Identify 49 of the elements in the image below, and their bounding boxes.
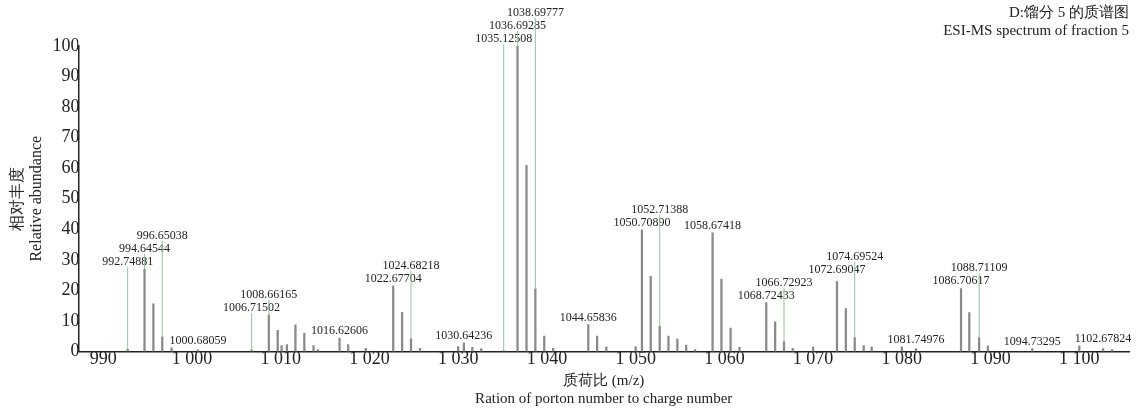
annotation: 1081.74976 bbox=[887, 331, 945, 346]
bar bbox=[711, 232, 714, 352]
chart-subtitle: ESI-MS spectrum of fraction 5 bbox=[943, 21, 1129, 38]
bar bbox=[516, 46, 519, 352]
annotation: 1022.67704 bbox=[364, 270, 422, 285]
bar bbox=[534, 288, 537, 352]
annotation: 1050.70890 bbox=[613, 214, 671, 229]
bar bbox=[525, 165, 528, 352]
annotation: 1072.69047 bbox=[808, 261, 866, 276]
annotation: 1035.12508 bbox=[475, 31, 533, 45]
annotation: 1058.67418 bbox=[684, 217, 742, 232]
annotation: 1008.66165 bbox=[240, 287, 298, 302]
annotation: 1000.68059 bbox=[169, 332, 227, 347]
bar bbox=[294, 324, 297, 352]
bar bbox=[471, 347, 474, 352]
annotation: 1066.72923 bbox=[755, 274, 813, 289]
annotation: 992.74881 bbox=[102, 254, 154, 269]
annotation: 996.65038 bbox=[136, 228, 188, 243]
bar bbox=[338, 337, 341, 352]
chart-title: D:馏分 5 的质谱图 bbox=[1009, 3, 1129, 20]
annotation: 1094.73295 bbox=[1003, 333, 1061, 348]
y-tick-label: 100 bbox=[52, 34, 80, 55]
annotation: 1088.71109 bbox=[950, 260, 1008, 275]
annotation: 1024.68218 bbox=[382, 257, 440, 272]
annotation: 1016.62606 bbox=[311, 322, 369, 337]
bar bbox=[667, 335, 670, 352]
annotation: 1102.67824 bbox=[1074, 330, 1132, 345]
annotation: 1030.64236 bbox=[435, 327, 493, 342]
bar bbox=[729, 327, 732, 352]
y-axis-title: 相对丰度 Relative abundance bbox=[7, 135, 44, 262]
annotation: 1074.69524 bbox=[826, 248, 884, 263]
bar bbox=[170, 347, 173, 352]
bar bbox=[605, 346, 608, 352]
annotation: 1044.65836 bbox=[559, 309, 617, 324]
bar bbox=[870, 346, 873, 352]
annotation: 1068.72433 bbox=[737, 287, 795, 302]
annotation: 1038.69777 bbox=[506, 5, 564, 19]
bar bbox=[720, 278, 723, 352]
bar bbox=[738, 347, 741, 352]
bar bbox=[312, 345, 315, 352]
bar bbox=[152, 303, 155, 352]
bar bbox=[143, 268, 146, 352]
annotation: 1036.69285 bbox=[489, 18, 547, 32]
annotation: 994.64544 bbox=[119, 241, 171, 256]
x-axis-title: 质荷比 (m/z) Ration of porton number to charge number bbox=[475, 371, 733, 406]
annotation: 1086.70617 bbox=[932, 273, 990, 288]
annotation: 1006.71502 bbox=[223, 300, 281, 315]
bar bbox=[900, 346, 903, 352]
annotation: 1052.71388 bbox=[631, 201, 689, 216]
